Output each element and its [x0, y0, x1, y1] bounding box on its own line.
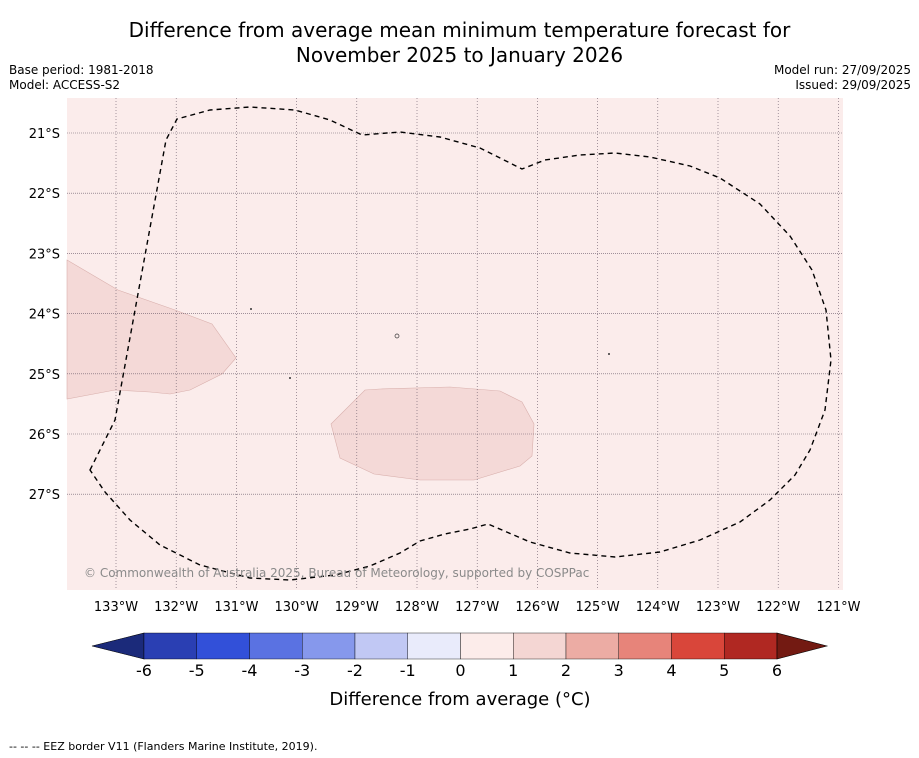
longitude-label: 121°W: [816, 600, 860, 615]
longitude-label: 127°W: [455, 600, 499, 615]
colorbar-segment: [724, 632, 778, 660]
colorbar-segment: [249, 632, 303, 660]
colorbar-segment: [143, 632, 197, 660]
longitude-label: 123°W: [696, 600, 740, 615]
colorbar-tick-label: -1: [400, 661, 416, 680]
meta-left: Base period: 1981-2018 Model: ACCESS-S2: [9, 63, 154, 93]
longitude-label: 131°W: [214, 600, 258, 615]
longitude-label: 122°W: [756, 600, 800, 615]
colorbar-title: Difference from average (°C): [329, 689, 590, 710]
chart-title: Difference from average mean minimum tem…: [0, 18, 919, 68]
colorbar-segment: [671, 632, 725, 660]
longitude-label: 130°W: [275, 600, 319, 615]
anomaly-patch-west: [66, 259, 237, 400]
colorbar-tick-label: 0: [455, 661, 465, 680]
island-marker: [250, 308, 252, 310]
colorbar-tick-label: -5: [189, 661, 205, 680]
latitude-label: 27°S: [29, 488, 60, 503]
colorbar: [91, 632, 829, 660]
colorbar-tick-label: 4: [666, 661, 676, 680]
model-run: Model run: 27/09/2025: [773, 63, 911, 77]
colorbar-tick-label: 6: [772, 661, 782, 680]
colorbar-segment: [354, 632, 408, 660]
latitude-label: 23°S: [29, 247, 60, 262]
longitude-label: 133°W: [94, 600, 138, 615]
island-marker: [394, 333, 400, 339]
eez-border: [89, 106, 832, 581]
latitude-label: 21°S: [29, 127, 60, 142]
colorbar-segment: [407, 632, 461, 660]
colorbar-tick-label: 1: [508, 661, 518, 680]
longitude-label: 124°W: [636, 600, 680, 615]
colorbar-segment: [302, 632, 356, 660]
colorbar-ticks: -6 -5 -4 -3 -2 -1 0 1 2 3 4 5 6: [136, 661, 782, 680]
map-gridlines: [67, 98, 843, 590]
colorbar-segment: [196, 632, 250, 660]
colorbar-segment: [618, 632, 672, 660]
issued-date: Issued: 29/09/2025: [795, 78, 911, 92]
longitude-labels: 133°W 132°W 131°W 130°W 129°W 128°W 127°W 126°W…: [94, 600, 861, 615]
colorbar-tick-label: 5: [719, 661, 729, 680]
anomaly-patch-central: [330, 386, 535, 481]
island-marker: [608, 353, 610, 355]
colorbar-tick-label: 3: [614, 661, 624, 680]
colorbar-tick-label: -3: [294, 661, 310, 680]
colorbar-segment: [513, 632, 567, 660]
title-line-2: November 2025 to January 2026: [295, 43, 624, 67]
longitude-label: 126°W: [515, 600, 559, 615]
latitude-labels: 21°S 22°S 23°S 24°S 25°S 26°S 27°S: [29, 127, 60, 503]
island-marker: [289, 377, 291, 379]
colorbar-extend-low: [91, 632, 145, 660]
latitude-label: 25°S: [29, 368, 60, 383]
longitude-label: 128°W: [395, 600, 439, 615]
model-name: Model: ACCESS-S2: [9, 78, 121, 92]
meta-right: Model run: 27/09/2025 Issued: 29/09/2025: [774, 63, 911, 93]
latitude-label: 22°S: [29, 187, 60, 202]
longitude-label: 129°W: [335, 600, 379, 615]
title-line-1: Difference from average mean minimum tem…: [128, 18, 791, 42]
copyright-notice: © Commonwealth of Australia 2025, Bureau…: [84, 566, 589, 580]
colorbar-tick-label: -2: [347, 661, 363, 680]
eez-legend: -- -- -- EEZ border V11 (Flanders Marine…: [9, 740, 318, 753]
latitude-label: 24°S: [29, 308, 60, 323]
colorbar-tick-label: -4: [242, 661, 258, 680]
longitude-label: 125°W: [576, 600, 620, 615]
colorbar-tick-label: 2: [561, 661, 571, 680]
colorbar-tick-label: -6: [136, 661, 152, 680]
longitude-label: 132°W: [154, 600, 198, 615]
base-period: Base period: 1981-2018: [9, 63, 154, 77]
colorbar-segment: [460, 632, 514, 660]
latitude-label: 26°S: [29, 428, 60, 443]
colorbar-extend-high: [776, 632, 829, 660]
colorbar-segment: [565, 632, 619, 660]
